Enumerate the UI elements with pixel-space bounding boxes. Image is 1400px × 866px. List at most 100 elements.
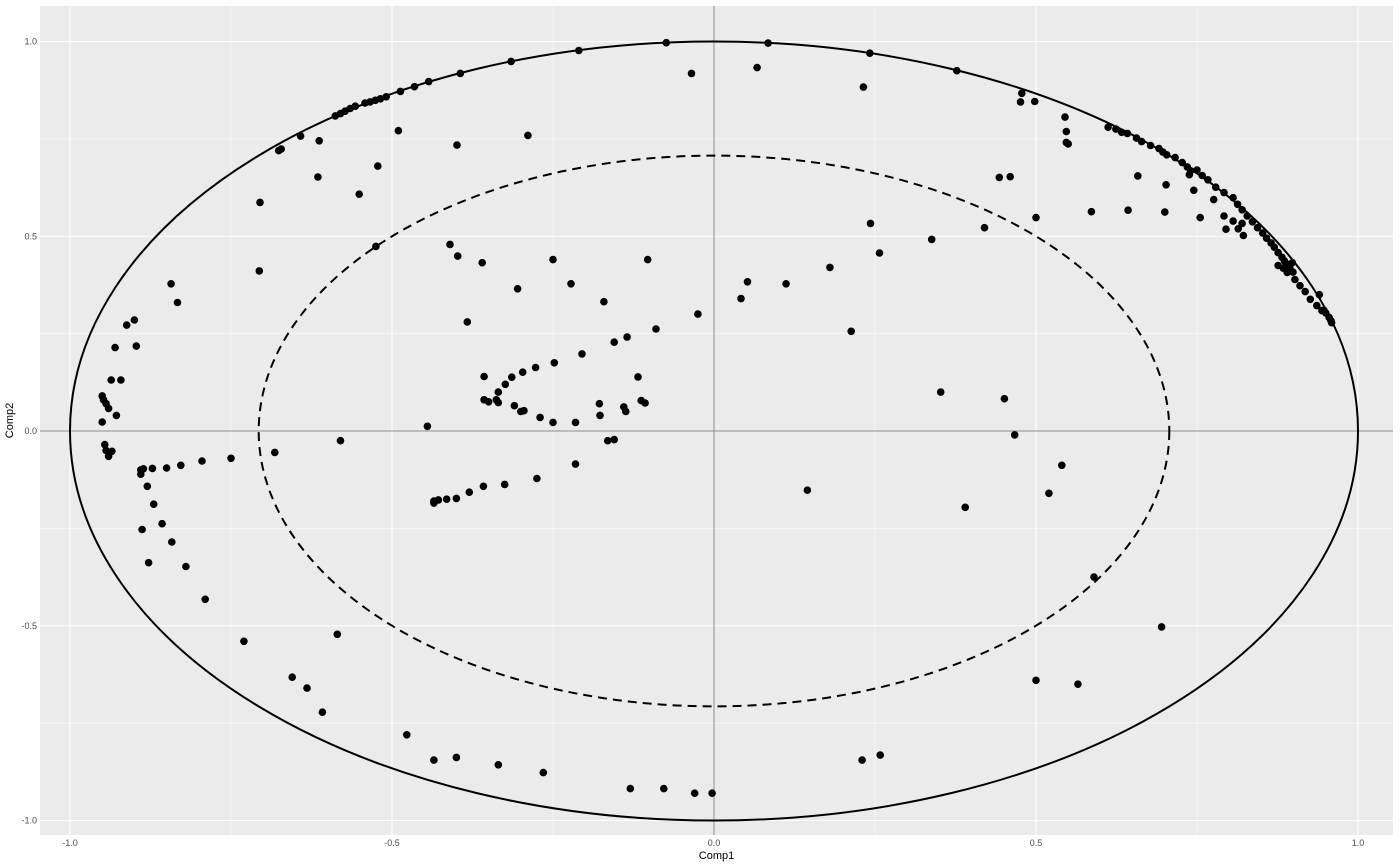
data-point — [980, 223, 989, 232]
data-point — [1045, 489, 1053, 498]
data-point — [1104, 123, 1112, 131]
data-point — [578, 350, 586, 358]
x-tick-label: -1.0 — [62, 838, 78, 848]
data-point — [1301, 287, 1309, 296]
data-point — [403, 731, 411, 739]
data-point — [660, 784, 668, 793]
plot-panel — [40, 6, 1393, 835]
data-point — [571, 460, 580, 468]
data-point — [424, 77, 433, 86]
x-tick-label: 0.0 — [708, 838, 721, 848]
data-point — [173, 298, 182, 307]
data-point — [510, 401, 519, 410]
data-point — [104, 404, 113, 413]
data-point — [501, 380, 510, 389]
data-point — [626, 784, 635, 793]
data-point — [430, 499, 438, 507]
data-point — [442, 495, 451, 504]
data-point — [101, 440, 109, 449]
data-point — [859, 83, 868, 91]
data-point — [318, 708, 327, 716]
x-axis-title: Comp1 — [699, 850, 734, 862]
data-point — [1198, 171, 1206, 180]
data-point — [524, 131, 532, 140]
data-point — [575, 46, 583, 55]
data-point — [1315, 290, 1324, 299]
data-point — [531, 363, 540, 372]
data-point — [1137, 137, 1146, 146]
data-point — [687, 69, 696, 78]
data-point — [652, 325, 660, 333]
reference-circles — [69, 40, 1359, 822]
data-point — [288, 673, 297, 681]
data-point — [517, 407, 525, 416]
x-tick-label: -0.5 — [384, 838, 400, 848]
data-point — [1124, 206, 1132, 214]
data-point — [177, 461, 185, 470]
data-point — [1238, 206, 1246, 214]
data-point — [1283, 268, 1291, 277]
data-point — [1064, 140, 1072, 148]
data-point — [494, 761, 503, 769]
data-point — [603, 436, 612, 445]
data-point — [595, 399, 604, 408]
data-point — [610, 338, 618, 347]
data-point — [303, 684, 311, 692]
data-point — [690, 789, 699, 797]
data-point — [847, 327, 855, 336]
data-point — [410, 82, 419, 91]
data-point — [122, 321, 131, 329]
data-point — [858, 756, 866, 764]
data-point — [240, 637, 248, 646]
data-point — [518, 368, 527, 377]
data-point — [1178, 158, 1186, 167]
data-point — [480, 372, 488, 381]
inner-dashed-circle — [257, 154, 1171, 708]
data-point — [382, 93, 391, 101]
data-point — [198, 457, 206, 465]
data-point — [1270, 243, 1279, 251]
data-point — [708, 789, 716, 797]
data-point — [1058, 461, 1066, 470]
data-point — [480, 396, 488, 404]
data-point — [1229, 217, 1237, 225]
data-point — [456, 69, 465, 78]
data-point — [1248, 218, 1257, 226]
data-point — [102, 446, 110, 455]
data-point — [500, 480, 509, 489]
data-point — [1030, 97, 1039, 106]
data-point — [423, 422, 432, 431]
data-point — [111, 343, 119, 352]
data-point — [1204, 176, 1212, 184]
data-point — [1006, 172, 1014, 181]
y-tick-label: 0.5 — [24, 231, 37, 241]
data-point — [336, 436, 345, 445]
data-point — [634, 373, 642, 381]
y-tick-label: -0.5 — [21, 621, 37, 631]
data-point — [107, 376, 115, 384]
data-point — [314, 173, 322, 181]
data-point — [372, 242, 380, 251]
data-point — [571, 418, 580, 427]
data-point — [1162, 181, 1170, 189]
data-point — [643, 255, 652, 264]
data-point — [98, 418, 106, 426]
data-point — [753, 63, 761, 72]
data-point — [479, 482, 488, 491]
data-point — [315, 137, 324, 145]
data-point — [1061, 113, 1069, 121]
data-point — [1327, 318, 1336, 327]
x-tick-label: 0.5 — [1030, 838, 1043, 848]
data-point — [641, 399, 649, 407]
data-point — [182, 562, 190, 571]
data-point — [1320, 306, 1328, 315]
data-point — [1171, 153, 1179, 162]
data-point — [1238, 219, 1246, 228]
data-point — [1157, 623, 1166, 631]
data-point — [1306, 295, 1315, 304]
data-point — [452, 494, 461, 503]
data-point — [1074, 680, 1082, 688]
y-axis-title: Comp2 — [4, 403, 16, 438]
data-point — [465, 488, 474, 497]
